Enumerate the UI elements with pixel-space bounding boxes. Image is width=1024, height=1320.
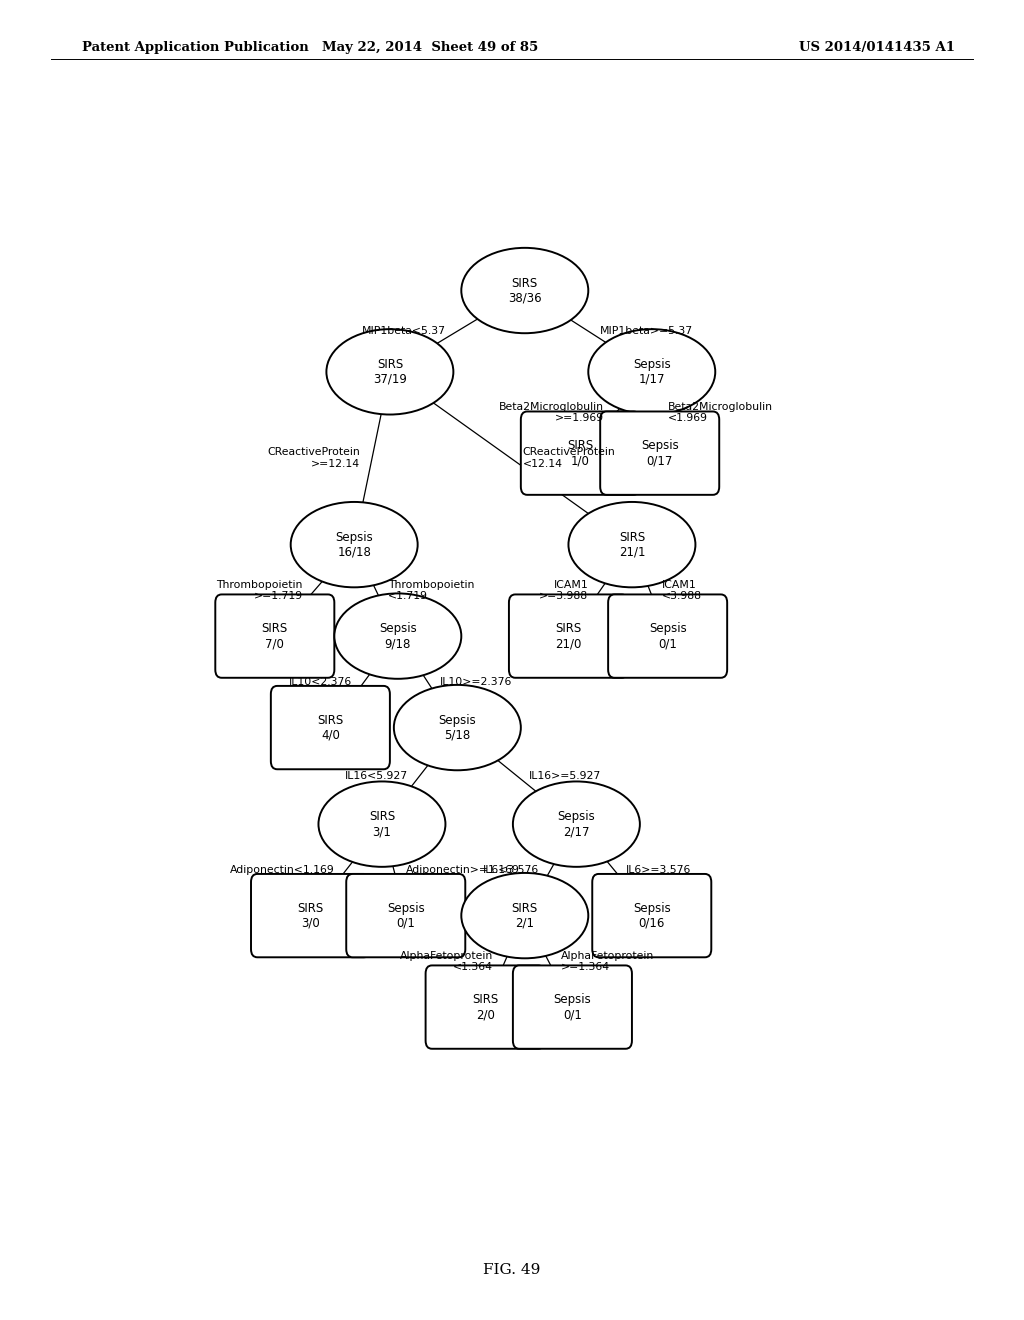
FancyBboxPatch shape [426, 965, 545, 1049]
FancyBboxPatch shape [608, 594, 727, 677]
Text: May 22, 2014  Sheet 49 of 85: May 22, 2014 Sheet 49 of 85 [322, 41, 539, 54]
Text: Thrombopoietin
<1.719: Thrombopoietin <1.719 [388, 579, 474, 601]
Ellipse shape [513, 781, 640, 867]
FancyBboxPatch shape [215, 594, 334, 677]
Ellipse shape [318, 781, 445, 867]
Ellipse shape [461, 873, 588, 958]
Text: Sepsis
1/17: Sepsis 1/17 [633, 358, 671, 385]
Text: MIP1beta<5.37: MIP1beta<5.37 [361, 326, 445, 337]
Text: US 2014/0141435 A1: US 2014/0141435 A1 [799, 41, 954, 54]
Text: SIRS
3/0: SIRS 3/0 [297, 902, 324, 929]
Text: SIRS
7/0: SIRS 7/0 [262, 622, 288, 651]
Text: Sepsis
0/1: Sepsis 0/1 [387, 902, 425, 929]
Text: SIRS
3/1: SIRS 3/1 [369, 810, 395, 838]
Ellipse shape [461, 248, 588, 333]
Text: CReactiveProtein
>=12.14: CReactiveProtein >=12.14 [267, 447, 360, 469]
Text: Patent Application Publication: Patent Application Publication [82, 41, 308, 54]
Text: Adiponectin<1.169: Adiponectin<1.169 [229, 865, 334, 875]
Text: SIRS
2/1: SIRS 2/1 [512, 902, 538, 929]
Text: AlphaFetoprotein
>=1.364: AlphaFetoprotein >=1.364 [560, 950, 653, 972]
Text: Sepsis
9/18: Sepsis 9/18 [379, 622, 417, 651]
Text: IL10>=2.376: IL10>=2.376 [439, 677, 512, 686]
Text: Sepsis
0/17: Sepsis 0/17 [641, 440, 679, 467]
Text: Beta2Microglobulin
>=1.969: Beta2Microglobulin >=1.969 [499, 401, 604, 424]
Ellipse shape [588, 329, 716, 414]
Text: Sepsis
0/1: Sepsis 0/1 [554, 993, 591, 1022]
Ellipse shape [568, 502, 695, 587]
FancyBboxPatch shape [270, 686, 390, 770]
Text: MIP1beta>=5.37: MIP1beta>=5.37 [600, 326, 693, 337]
Text: SIRS
37/19: SIRS 37/19 [373, 358, 407, 385]
Text: SIRS
4/0: SIRS 4/0 [317, 714, 343, 742]
FancyBboxPatch shape [592, 874, 712, 957]
Text: ICAM1
>=3.988: ICAM1 >=3.988 [540, 579, 588, 601]
Ellipse shape [327, 329, 454, 414]
Ellipse shape [334, 594, 461, 678]
FancyBboxPatch shape [346, 874, 465, 957]
Text: ICAM1
<3.988: ICAM1 <3.988 [662, 579, 701, 601]
Text: Sepsis
0/16: Sepsis 0/16 [633, 902, 671, 929]
Text: IL16<5.927: IL16<5.927 [345, 771, 408, 781]
Text: FIG. 49: FIG. 49 [483, 1263, 541, 1276]
FancyBboxPatch shape [513, 965, 632, 1049]
FancyBboxPatch shape [521, 412, 640, 495]
Text: SIRS
1/0: SIRS 1/0 [567, 440, 594, 467]
Text: Adiponectin>=1.169: Adiponectin>=1.169 [406, 865, 519, 875]
FancyBboxPatch shape [251, 874, 370, 957]
Text: SIRS
21/1: SIRS 21/1 [618, 531, 645, 558]
Text: Sepsis
2/17: Sepsis 2/17 [557, 810, 595, 838]
Text: IL6<3.576: IL6<3.576 [482, 865, 539, 875]
Text: AlphaFetoprotein
<1.364: AlphaFetoprotein <1.364 [399, 950, 494, 972]
Text: SIRS
21/0: SIRS 21/0 [555, 622, 582, 651]
Text: Thrombopoietin
>=1.719: Thrombopoietin >=1.719 [216, 579, 303, 601]
FancyBboxPatch shape [600, 412, 719, 495]
Text: IL10<2.376: IL10<2.376 [289, 677, 352, 686]
Text: Beta2Microglobulin
<1.969: Beta2Microglobulin <1.969 [668, 401, 773, 424]
Ellipse shape [394, 685, 521, 771]
Text: IL16>=5.927: IL16>=5.927 [528, 771, 601, 781]
Text: SIRS
2/0: SIRS 2/0 [472, 993, 499, 1022]
Text: Sepsis
16/18: Sepsis 16/18 [335, 531, 373, 558]
Text: SIRS
38/36: SIRS 38/36 [508, 276, 542, 305]
Text: CReactiveProtein
<12.14: CReactiveProtein <12.14 [523, 447, 615, 469]
Text: IL6>=3.576: IL6>=3.576 [626, 865, 691, 875]
FancyBboxPatch shape [509, 594, 628, 677]
Text: Sepsis
5/18: Sepsis 5/18 [438, 714, 476, 742]
Ellipse shape [291, 502, 418, 587]
Text: Sepsis
0/1: Sepsis 0/1 [649, 622, 686, 651]
